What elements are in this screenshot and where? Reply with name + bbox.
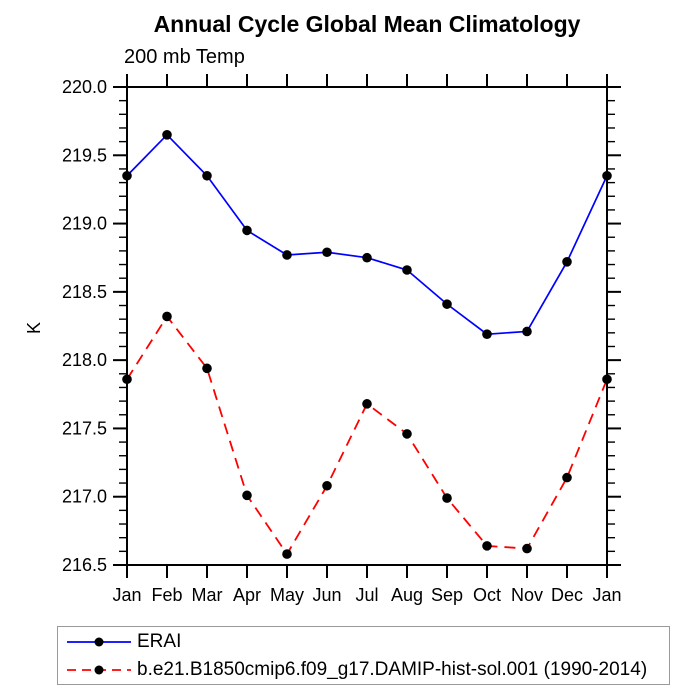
data-point-series-0 [562, 257, 572, 267]
chart-subtitle: 200 mb Temp [124, 46, 245, 68]
data-point-series-1 [162, 311, 172, 322]
legend-sample-marker [94, 637, 104, 646]
data-point-series-0 [162, 130, 172, 140]
data-point-series-1 [242, 490, 252, 501]
data-point-series-1 [282, 549, 292, 559]
data-point-series-0 [442, 299, 452, 309]
legend-sample-marker [94, 665, 104, 674]
y-tick-label: 216.5 [62, 555, 107, 575]
data-point-series-0 [282, 250, 292, 260]
series-line-0 [126, 133, 608, 336]
x-tick-label: Feb [151, 585, 182, 605]
x-tick-label: May [270, 585, 304, 605]
legend-row-erai: ERAI [58, 628, 669, 656]
data-point-series-0 [602, 170, 612, 181]
chart-title: Annual Cycle Global Mean Climatology [153, 11, 581, 37]
x-tick-label: Jun [312, 585, 341, 605]
x-tick-label: Jan [112, 585, 141, 605]
data-point-series-0 [362, 252, 372, 263]
x-tick-label: Mar [192, 585, 223, 605]
x-tick-label: Dec [551, 585, 583, 605]
y-tick-label: 217.0 [62, 487, 107, 507]
data-point-series-1 [402, 429, 412, 439]
data-point-series-0 [322, 247, 332, 258]
data-point-series-1 [442, 493, 452, 503]
series-line-1 [126, 314, 608, 556]
data-point-series-0 [482, 329, 492, 339]
y-tick-label: 218.0 [62, 350, 107, 370]
legend-box: ERAI b.e21.B1850cmip6.f09_g17.DAMIP-hist… [57, 626, 670, 685]
chart-plot-area: 220.0 219.5 219.0 218.5 218.0 217.5 217.0 216.5… [62, 74, 622, 605]
data-point-series-1 [562, 472, 572, 483]
legend-sample-line-erai [67, 637, 131, 646]
data-point-series-0 [522, 326, 532, 337]
axis-frame [126, 86, 608, 566]
data-point-series-0 [402, 265, 412, 275]
x-tick-label: Jul [355, 585, 378, 605]
data-point-series-0 [202, 170, 212, 181]
legend-label-erai: ERAI [137, 630, 182, 652]
data-point-series-1 [322, 480, 332, 491]
data-point-series-1 [522, 543, 532, 554]
legend-sample-line-model [67, 665, 131, 674]
y-tick-label: 218.5 [62, 282, 107, 302]
data-point-series-1 [362, 399, 372, 409]
data-point-series-1 [602, 374, 612, 385]
x-tick-label: Jan [592, 585, 621, 605]
x-tick-label: Aug [391, 585, 423, 605]
x-tick-label: Oct [473, 585, 501, 605]
y-tick-label: 217.5 [62, 418, 107, 438]
y-tick-label: 219.5 [62, 145, 107, 165]
data-point-series-1 [202, 363, 212, 374]
y-tick-label: 220.0 [62, 77, 107, 97]
x-tick-label: Nov [511, 585, 543, 605]
data-point-series-1 [482, 541, 492, 551]
data-point-series-0 [242, 225, 252, 236]
x-tick-label: Sep [431, 585, 463, 605]
data-point-series-0 [122, 170, 132, 181]
y-tick-label: 219.0 [62, 214, 107, 234]
legend-label-model: b.e21.B1850cmip6.f09_g17.DAMIP-hist-sol.… [137, 658, 648, 680]
legend-row-model: b.e21.B1850cmip6.f09_g17.DAMIP-hist-sol.… [58, 656, 669, 684]
data-point-series-1 [122, 374, 132, 385]
x-tick-label: Apr [233, 585, 261, 605]
